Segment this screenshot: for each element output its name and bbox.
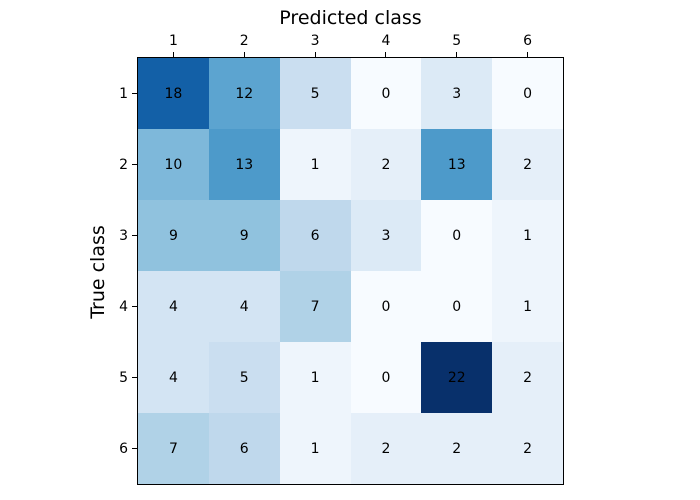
heatmap-cell-r6-c1: 7 <box>138 413 209 484</box>
x-tick-mark <box>314 52 316 57</box>
heatmap-cell-r3-c2: 9 <box>208 200 280 271</box>
x-tick-mark <box>243 52 245 57</box>
x-tick-label-5: 5 <box>452 33 462 49</box>
heatmap-cell-r4-c2: 4 <box>208 271 280 342</box>
y-tick-mark <box>132 235 137 236</box>
heatmap-cell-r4-c3: 7 <box>279 271 351 342</box>
x-axis-title: Predicted class <box>279 7 422 29</box>
x-tick-label-3: 3 <box>310 33 320 49</box>
y-tick-label-6: 6 <box>119 440 128 457</box>
y-tick-label-1: 1 <box>119 85 128 102</box>
y-tick-label-5: 5 <box>119 369 128 386</box>
x-tick-label-2: 2 <box>239 33 249 49</box>
heatmap-cell-r2-c3: 1 <box>279 129 351 200</box>
heatmap-cell-r4-c6: 1 <box>492 271 563 342</box>
heatmap-cell-r1-c6: 0 <box>492 58 563 129</box>
y-tick-label-4: 4 <box>119 298 128 315</box>
heatmap-cell-r5-c5: 22 <box>421 342 493 413</box>
heatmap-cell-r4-c5: 0 <box>421 271 493 342</box>
heatmap-cell-r1-c2: 12 <box>208 58 280 129</box>
heatmap-cell-r5-c6: 2 <box>492 342 563 413</box>
heatmap-cell-r2-c1: 10 <box>138 129 209 200</box>
heatmap-cell-r4-c4: 0 <box>350 271 422 342</box>
heatmap-cell-r6-c4: 2 <box>350 413 422 484</box>
x-tick-label-4: 4 <box>381 33 391 49</box>
heatmap-cell-r5-c4: 0 <box>350 342 422 413</box>
heatmap-cell-r1-c1: 18 <box>138 58 209 129</box>
heatmap-cell-r5-c2: 5 <box>208 342 280 413</box>
heatmap-cell-r3-c4: 3 <box>350 200 422 271</box>
y-tick-mark <box>132 93 137 94</box>
heatmap-cell-r1-c5: 3 <box>421 58 493 129</box>
x-tick-mark <box>385 52 387 57</box>
heatmap-cell-r3-c3: 6 <box>279 200 351 271</box>
heatmap-cell-r1-c3: 5 <box>279 58 351 129</box>
heatmap-cell-r3-c1: 9 <box>138 200 209 271</box>
x-tick-label-6: 6 <box>523 33 533 49</box>
heatmap-cell-r6-c6: 2 <box>492 413 563 484</box>
heatmap-cell-r6-c3: 1 <box>279 413 351 484</box>
x-tick-mark <box>172 52 174 57</box>
heatmap-cell-r2-c4: 2 <box>350 129 422 200</box>
y-tick-label-3: 3 <box>119 227 128 244</box>
heatmap-cell-r5-c3: 1 <box>279 342 351 413</box>
heatmap-cell-r3-c6: 1 <box>492 200 563 271</box>
heatmap-cell-r6-c5: 2 <box>421 413 493 484</box>
x-tick-mark <box>456 52 458 57</box>
y-tick-mark <box>132 448 137 449</box>
heatmap-cell-r6-c2: 6 <box>208 413 280 484</box>
y-tick-label-2: 2 <box>119 156 128 173</box>
heatmap-cell-r4-c1: 4 <box>138 271 209 342</box>
x-tick-label-1: 1 <box>168 33 178 49</box>
y-tick-mark <box>132 377 137 378</box>
heatmap-cell-r2-c2: 13 <box>208 129 280 200</box>
y-tick-mark <box>132 164 137 165</box>
x-tick-mark <box>527 52 529 57</box>
y-tick-mark <box>132 306 137 307</box>
heatmap-grid: 18 12 5 0 3 0 10 13 1 2 13 2 9 9 6 3 0 1 4 4 7 0 0 1 4 5 1 0 22 2 7 6 1 2… <box>137 57 564 485</box>
heatmap-cell-r1-c4: 0 <box>350 58 422 129</box>
heatmap-cell-r2-c5: 13 <box>421 129 493 200</box>
heatmap-cell-r3-c5: 0 <box>421 200 493 271</box>
heatmap-cell-r2-c6: 2 <box>492 129 563 200</box>
heatmap-cell-r5-c1: 4 <box>138 342 209 413</box>
